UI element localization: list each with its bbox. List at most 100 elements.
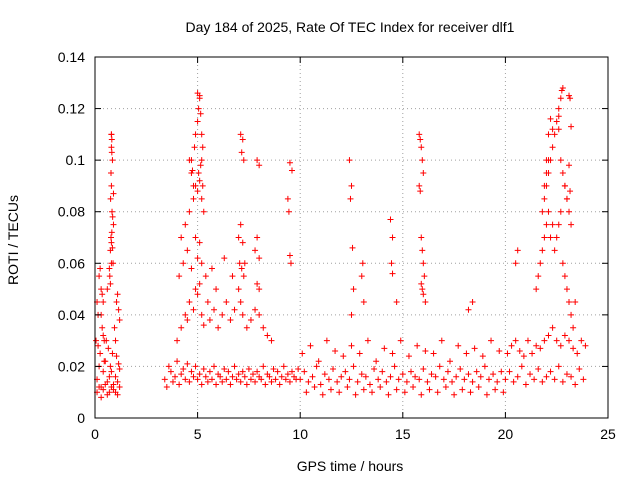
data-point	[419, 286, 426, 293]
data-point	[245, 366, 252, 373]
data-point	[258, 376, 265, 383]
data-point	[566, 337, 573, 344]
data-point	[174, 337, 181, 344]
data-point	[317, 381, 324, 388]
data-point	[315, 358, 322, 365]
data-point	[178, 371, 185, 378]
data-point	[106, 265, 113, 272]
data-point	[199, 182, 206, 189]
data-point	[547, 368, 554, 375]
data-point	[108, 368, 115, 375]
data-point	[106, 373, 113, 380]
data-point	[545, 131, 552, 138]
data-point	[188, 368, 195, 375]
data-point	[194, 255, 201, 262]
data-point	[254, 280, 261, 287]
data-point	[516, 347, 523, 354]
data-point	[574, 350, 581, 357]
data-point	[555, 105, 562, 112]
data-point	[566, 162, 573, 169]
data-point	[535, 366, 542, 373]
data-point	[169, 378, 176, 385]
data-point	[109, 208, 116, 215]
data-point	[272, 376, 279, 383]
data-point	[477, 373, 484, 380]
data-point	[174, 358, 181, 365]
data-point	[500, 389, 507, 396]
data-point	[364, 337, 371, 344]
data-point	[381, 345, 388, 352]
data-point	[350, 286, 357, 293]
data-point	[327, 386, 334, 393]
data-point	[336, 389, 343, 396]
chart-title: Day 184 of 2025, Rate Of TEC Index for r…	[186, 19, 515, 35]
gridlines	[95, 57, 608, 418]
data-point	[524, 337, 531, 344]
data-point	[475, 384, 482, 391]
data-point	[260, 363, 267, 370]
data-point	[362, 373, 369, 380]
y-tick-label: 0.06	[58, 255, 85, 271]
data-point	[198, 260, 205, 267]
data-point	[194, 188, 201, 195]
data-point	[479, 353, 486, 360]
data-point	[167, 368, 174, 375]
data-point	[176, 381, 183, 388]
data-point	[194, 291, 201, 298]
data-point	[543, 221, 550, 228]
data-point	[239, 239, 246, 246]
data-point	[348, 182, 355, 189]
data-point	[412, 373, 419, 380]
data-point	[200, 322, 207, 329]
data-point	[98, 286, 105, 293]
data-point	[549, 144, 556, 151]
data-point	[178, 234, 185, 241]
data-point	[352, 391, 359, 398]
data-point	[469, 378, 476, 385]
data-point	[389, 350, 396, 357]
data-point	[375, 376, 382, 383]
data-point	[555, 363, 562, 370]
data-point	[502, 376, 509, 383]
data-point	[421, 273, 428, 280]
data-point	[388, 260, 395, 267]
data-point	[321, 371, 328, 378]
data-point	[323, 337, 330, 344]
data-point	[108, 182, 115, 189]
data-point	[182, 221, 189, 228]
data-point	[432, 373, 439, 380]
data-point	[111, 324, 118, 331]
data-point	[551, 247, 558, 254]
data-point	[453, 373, 460, 380]
data-point	[243, 324, 250, 331]
data-point	[200, 366, 207, 373]
data-point	[106, 273, 113, 280]
data-point	[570, 345, 577, 352]
data-point	[194, 376, 201, 383]
data-point	[114, 391, 121, 398]
data-point	[106, 389, 113, 396]
data-point	[496, 347, 503, 354]
data-point	[268, 337, 275, 344]
data-point	[270, 366, 277, 373]
data-point	[109, 213, 116, 220]
data-point	[197, 110, 204, 117]
data-point	[116, 317, 123, 324]
data-point	[256, 286, 263, 293]
data-point	[184, 247, 191, 254]
data-point	[254, 234, 261, 241]
x-tick-label: 25	[600, 426, 616, 442]
data-point	[512, 260, 519, 267]
data-point	[568, 123, 575, 130]
data-point	[543, 170, 550, 177]
data-point	[235, 286, 242, 293]
data-point	[557, 157, 564, 164]
data-point	[114, 291, 121, 298]
data-point	[360, 386, 367, 393]
data-point	[334, 378, 341, 385]
data-point	[196, 371, 203, 378]
data-point	[387, 373, 394, 380]
data-point	[438, 337, 445, 344]
data-point	[340, 353, 347, 360]
data-point	[558, 87, 565, 94]
